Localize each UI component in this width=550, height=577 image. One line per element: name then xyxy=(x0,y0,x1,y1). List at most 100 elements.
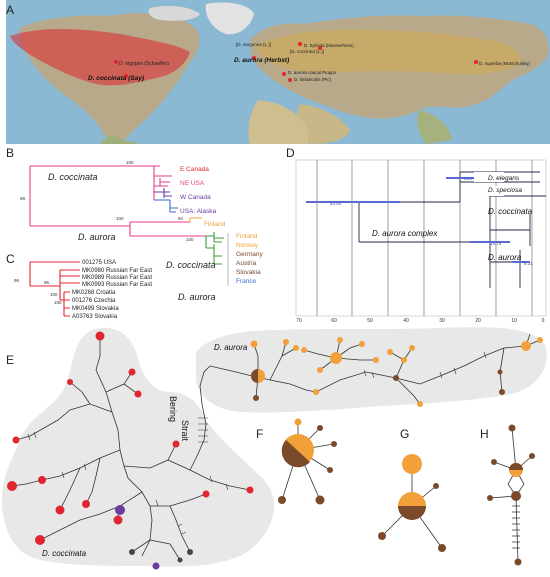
haplotype-node xyxy=(313,389,319,395)
panel-label-h: H xyxy=(480,427,489,441)
tree-c-label-aurora: D. aurora xyxy=(178,292,216,302)
axis-tick: 50 xyxy=(367,318,373,324)
node-age: 15.75 xyxy=(490,241,502,246)
panel-label-g: G xyxy=(400,427,409,441)
haplotype-node xyxy=(491,459,497,465)
haplotype-node xyxy=(409,345,415,351)
region-label-aurora: D. aurora xyxy=(214,343,248,352)
strait-label-2: Strait xyxy=(180,420,190,442)
axis-tick: 0 xyxy=(542,318,545,324)
haplotype-node xyxy=(301,347,307,353)
taxon-label: MK0499 Slovakia xyxy=(72,306,119,312)
tree-b-support: 98 xyxy=(20,196,26,201)
haplotype-node xyxy=(417,401,423,407)
haplotype-node xyxy=(128,368,136,376)
map-point xyxy=(124,74,128,78)
tree-b-label-coccinata: D. coccinata xyxy=(48,172,98,182)
haplotype-node xyxy=(497,369,503,375)
node-age: 23.2 xyxy=(464,176,473,181)
tree-c-support: 100 xyxy=(50,292,58,297)
tree-c-eu xyxy=(63,291,70,317)
taxon-label: MK0268 Croatia xyxy=(72,290,116,296)
region-coccinata xyxy=(2,327,275,567)
map-label-limbalcolis: D. limbalcolis (Pic) xyxy=(294,77,332,82)
haplotype-node xyxy=(253,395,259,401)
chronogram-taxon: D. coccinata xyxy=(488,207,533,216)
tree-b-support: 100 xyxy=(116,216,124,221)
network-nodes xyxy=(7,331,543,570)
tree-b-label-aurora: D. aurora xyxy=(78,232,116,242)
map-label-coccinata: D. coccinata (Say) xyxy=(88,75,144,82)
network-mutation-ticks xyxy=(27,351,487,535)
haplotype-node xyxy=(529,453,535,459)
clade-label: USA: Alaska xyxy=(180,208,217,215)
tree-b-branch-europe-2 xyxy=(206,244,222,265)
haplotype-node xyxy=(7,481,17,491)
tree-b-branch-alaska xyxy=(154,199,178,213)
chronogram-hpd-bars xyxy=(306,177,530,263)
tree-c-support: 95 xyxy=(44,280,50,285)
node-age: 8.21 xyxy=(524,261,533,266)
taxon-label: 001276 Czechia xyxy=(72,298,116,304)
tree-b-branch-w-canada xyxy=(154,188,172,198)
haplotype-node xyxy=(337,337,343,343)
panel-label-f: F xyxy=(256,427,263,441)
haplotype-node xyxy=(317,367,323,373)
haplotype-node xyxy=(293,345,299,351)
landmass-india xyxy=(417,110,452,144)
haplotype-node xyxy=(250,340,258,348)
tree-c-support: 100 xyxy=(54,300,62,305)
panel-label-e: E xyxy=(6,353,14,367)
map-point xyxy=(282,72,286,76)
tree-b-support: 94 xyxy=(178,216,184,221)
chronogram-label-bg xyxy=(474,172,504,182)
panel-d-chronogram: D D. elegans D. speciosa D. coccinata D. xyxy=(286,146,547,324)
panel-label-c: C xyxy=(6,252,15,266)
haplotype-node xyxy=(67,379,73,385)
haplotype-node xyxy=(202,490,210,498)
axis-tick: 10 xyxy=(511,318,517,324)
tree-b-branch-europe xyxy=(205,232,224,248)
haplotype-node xyxy=(402,454,422,474)
taxon-label: A03763 Slovakia xyxy=(72,314,118,320)
landmass-greenland xyxy=(205,2,254,35)
axis-tick: 20 xyxy=(475,318,481,324)
map-label-superba: D. superba (Motschulsky) xyxy=(479,61,531,66)
haplotype-node xyxy=(246,486,254,494)
chronogram-label-bg xyxy=(474,186,504,196)
tree-b-branch-aurora xyxy=(129,221,206,237)
haplotype-node xyxy=(393,375,399,381)
landmass-africa xyxy=(248,100,308,144)
map-point xyxy=(318,46,322,50)
haplotype-node xyxy=(359,341,365,347)
haplotype-node xyxy=(283,339,289,345)
haplotype-node xyxy=(294,418,302,426)
clade-label: France xyxy=(236,278,257,285)
haplotype-node-segment xyxy=(281,440,310,468)
strait-label-1: Bering xyxy=(168,396,178,422)
haplotype-node xyxy=(129,549,135,555)
panel-a-map: D. nigripes (Schaeffer) D. coccinata (Sa… xyxy=(6,0,550,144)
map-point xyxy=(474,60,478,64)
map-label-nigripes: D. nigripes (Schaeffer) xyxy=(119,61,169,67)
panel-c-tree: C 96 95 100 100 001275 USA MK0980 Russia… xyxy=(6,252,216,320)
haplotype-node xyxy=(378,532,386,540)
haplotype-node xyxy=(330,352,342,364)
region-aurora xyxy=(196,327,547,413)
map-point xyxy=(288,78,292,82)
tree-c-support: 96 xyxy=(14,278,20,283)
tree-c-label-coccinata: D. coccinata xyxy=(166,260,216,270)
chronogram-taxon: D. elegans xyxy=(488,175,520,182)
haplotype-node xyxy=(187,549,193,555)
taxon-label: 001275 USA xyxy=(82,260,116,266)
chronogram-taxon: D. speciosa xyxy=(488,187,522,194)
map-label-hybrida: D. hybrida (Mannerheim) xyxy=(304,43,354,48)
clade-label: W Canada xyxy=(180,194,211,201)
haplotype-node xyxy=(438,544,446,552)
haplotype-node xyxy=(487,495,493,501)
panel-label-b: B xyxy=(6,146,14,160)
taxon-label: MK0980 Russian Far East xyxy=(82,268,152,274)
chronogram-frame xyxy=(295,159,547,317)
tree-c-rf xyxy=(59,269,80,301)
